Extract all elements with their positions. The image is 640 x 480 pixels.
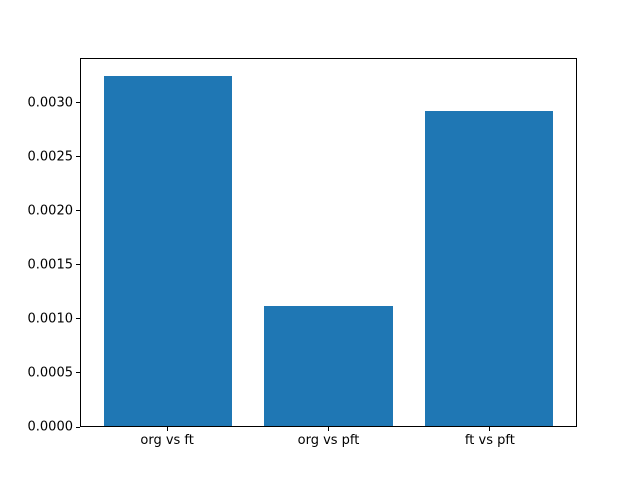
y-tick-label: 0.0020 xyxy=(27,203,74,219)
y-tick-label: 0.0025 xyxy=(27,149,74,165)
x-tick-label: org vs ft xyxy=(140,433,194,448)
bar-org-vs-pft xyxy=(264,305,393,426)
x-tick-mark xyxy=(328,427,329,431)
y-tick-mark xyxy=(76,426,80,428)
bar-ft-vs-pft xyxy=(424,110,554,426)
x-tick-mark xyxy=(489,427,491,431)
y-tick-mark xyxy=(76,264,80,266)
y-tick-label: 0.0010 xyxy=(27,311,74,327)
y-tick-label: 0.0005 xyxy=(27,365,74,381)
y-tick-mark xyxy=(76,372,80,374)
plot-area xyxy=(80,58,577,427)
y-tick-mark xyxy=(76,318,80,320)
y-tick-mark xyxy=(76,102,80,104)
x-tick-mark xyxy=(166,427,168,431)
y-tick-mark xyxy=(76,156,80,158)
y-tick-label: 0.0015 xyxy=(27,257,74,273)
x-tick-label: ft vs pft xyxy=(464,433,515,448)
x-tick-label: org vs pft xyxy=(297,433,360,448)
y-tick-label: 0.0000 xyxy=(27,419,74,435)
bar-org-vs-ft xyxy=(103,76,233,426)
y-tick-mark xyxy=(76,210,80,212)
y-tick-label: 0.0030 xyxy=(27,95,74,111)
